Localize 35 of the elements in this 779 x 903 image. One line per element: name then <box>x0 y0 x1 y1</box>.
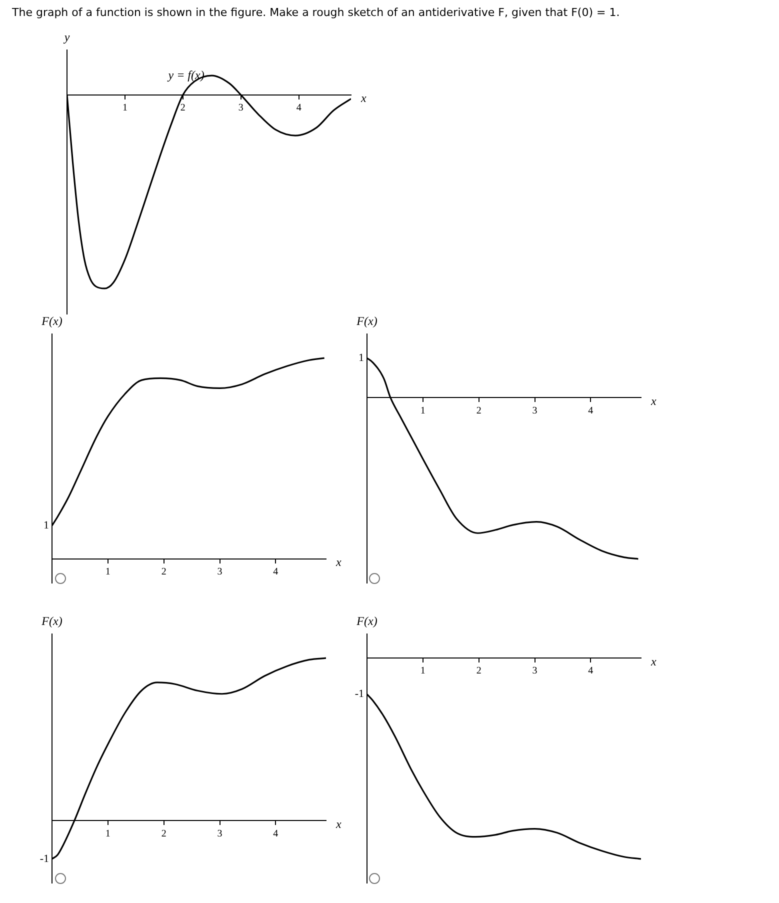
x-axis-title: x <box>650 654 657 668</box>
x-axis-title: x <box>335 555 342 570</box>
x-tick-label: 4 <box>588 405 594 416</box>
x-tick-label: 3 <box>532 405 538 416</box>
x-tick-label: 3 <box>217 828 222 840</box>
x-tick-label: 4 <box>273 828 278 840</box>
y-axis-title: y <box>63 30 70 44</box>
x-tick-label: 2 <box>161 566 166 578</box>
x-tick-label: 3 <box>532 666 538 677</box>
y-axis-title: F(x) <box>40 314 62 328</box>
x-axis-title: x <box>335 816 342 831</box>
x-tick-label: 1 <box>122 102 128 114</box>
text: 1 <box>44 519 49 532</box>
x-axis-title: x <box>360 91 367 106</box>
y-axis-title: F(x) <box>40 614 62 628</box>
chart-title: The graph of a function is shown in the figure. Make a rough sketch of an antiderivative F, given that F(0) = 1. <box>12 6 620 19</box>
x-tick-label: 2 <box>180 102 186 114</box>
x-tick-label: 1 <box>420 405 426 416</box>
y-axis-title: F(x) <box>356 314 378 328</box>
x-tick-label: 4 <box>273 566 278 578</box>
x-tick-label: 1 <box>105 828 110 840</box>
x-tick-label: 1 <box>105 566 110 578</box>
x-tick-label: 4 <box>588 666 594 677</box>
x-tick-label: 2 <box>476 405 482 416</box>
x-tick-label: 3 <box>217 566 222 578</box>
x-axis-title: x <box>650 394 657 408</box>
text: -1 <box>354 688 364 700</box>
x-tick-label: 2 <box>476 666 482 677</box>
x-tick-label: 4 <box>296 102 302 114</box>
y-axis-title: F(x) <box>356 614 378 628</box>
text: -1 <box>40 852 49 865</box>
x-tick-label: 2 <box>161 828 166 840</box>
x-tick-label: 1 <box>420 666 426 677</box>
x-tick-label: 3 <box>238 102 244 114</box>
text: 1 <box>358 352 364 364</box>
